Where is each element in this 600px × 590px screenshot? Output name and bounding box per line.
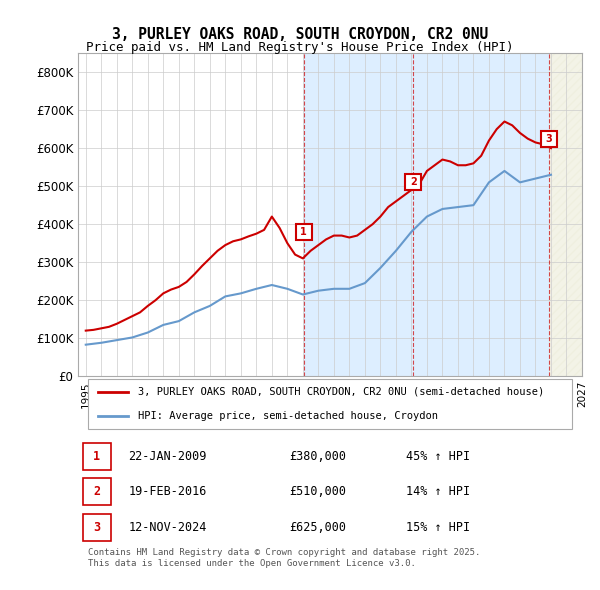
Text: 3: 3 — [94, 521, 100, 534]
Text: 12-NOV-2024: 12-NOV-2024 — [128, 521, 207, 534]
Text: 1: 1 — [94, 450, 100, 463]
FancyBboxPatch shape — [88, 379, 572, 429]
FancyBboxPatch shape — [83, 443, 111, 470]
FancyBboxPatch shape — [83, 478, 111, 505]
Text: 19-FEB-2016: 19-FEB-2016 — [128, 485, 207, 499]
Text: HPI: Average price, semi-detached house, Croydon: HPI: Average price, semi-detached house,… — [139, 411, 439, 421]
Text: £510,000: £510,000 — [290, 485, 347, 499]
Bar — [549, 53, 582, 376]
Text: 22-JAN-2009: 22-JAN-2009 — [128, 450, 207, 463]
Text: Price paid vs. HM Land Registry's House Price Index (HPI): Price paid vs. HM Land Registry's House … — [86, 41, 514, 54]
Text: 2: 2 — [94, 485, 100, 499]
FancyBboxPatch shape — [83, 514, 111, 540]
Text: 3, PURLEY OAKS ROAD, SOUTH CROYDON, CR2 0NU (semi-detached house): 3, PURLEY OAKS ROAD, SOUTH CROYDON, CR2 … — [139, 387, 545, 397]
Text: 14% ↑ HPI: 14% ↑ HPI — [406, 485, 470, 499]
Text: 15% ↑ HPI: 15% ↑ HPI — [406, 521, 470, 534]
Bar — [304, 53, 413, 376]
Text: 1: 1 — [301, 227, 307, 237]
Text: 3: 3 — [545, 134, 553, 143]
Text: 2: 2 — [410, 178, 416, 188]
Text: £380,000: £380,000 — [290, 450, 347, 463]
Bar — [413, 53, 549, 376]
Text: Contains HM Land Registry data © Crown copyright and database right 2025.
This d: Contains HM Land Registry data © Crown c… — [88, 548, 481, 568]
Text: 45% ↑ HPI: 45% ↑ HPI — [406, 450, 470, 463]
Text: 3, PURLEY OAKS ROAD, SOUTH CROYDON, CR2 0NU: 3, PURLEY OAKS ROAD, SOUTH CROYDON, CR2 … — [112, 27, 488, 41]
Text: £625,000: £625,000 — [290, 521, 347, 534]
